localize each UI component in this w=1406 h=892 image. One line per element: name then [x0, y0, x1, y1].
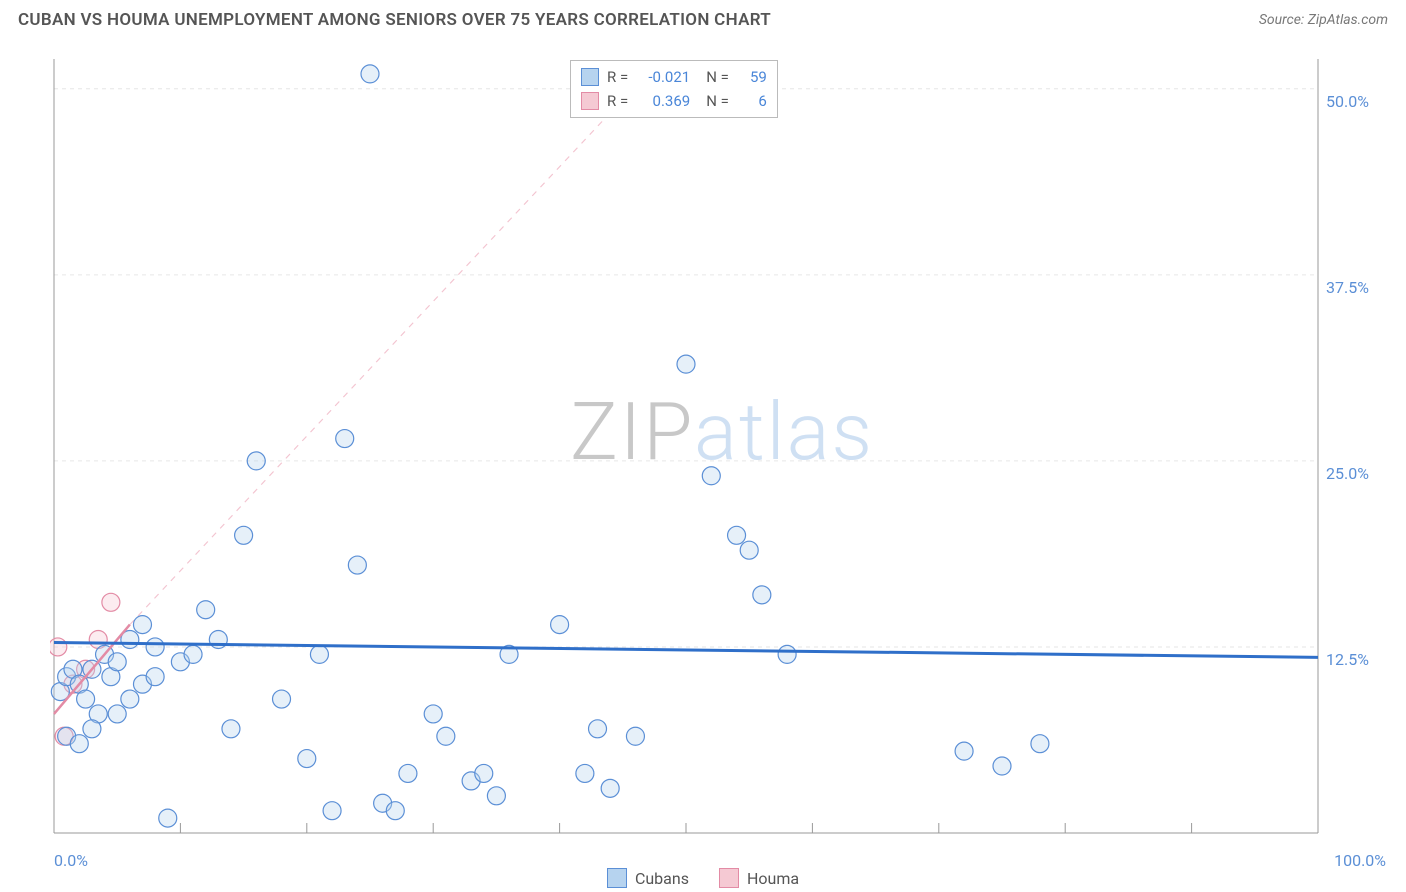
chart-header: CUBAN VS HOUMA UNEMPLOYMENT AMONG SENIOR… — [0, 0, 1406, 36]
legend-item: Cubans — [607, 868, 689, 888]
chart-title: CUBAN VS HOUMA UNEMPLOYMENT AMONG SENIOR… — [18, 10, 771, 30]
chart-source: Source: ZipAtlas.com — [1259, 12, 1388, 28]
legend-swatch-icon — [607, 868, 627, 888]
r-value: 0.369 — [636, 89, 690, 113]
svg-text:12.5%: 12.5% — [1326, 650, 1369, 669]
r-label: R = — [607, 65, 628, 89]
n-label: N = — [706, 65, 729, 89]
source-prefix: Source: — [1259, 12, 1308, 28]
n-label: N = — [706, 89, 729, 113]
legend-label: Houma — [747, 869, 799, 888]
correlation-stats-box: R = -0.021 N = 59 R = 0.369 N = 6 — [570, 60, 778, 118]
stats-row: R = -0.021 N = 59 — [581, 65, 767, 89]
source-name: ZipAtlas.com — [1308, 12, 1388, 28]
svg-text:50.0%: 50.0% — [1326, 92, 1369, 111]
r-value: -0.021 — [636, 65, 690, 89]
chart-area: 12.5%25.0%37.5%50.0% ZIPatlas R =-0.021N… — [50, 55, 1388, 837]
svg-text:37.5%: 37.5% — [1326, 278, 1369, 297]
stats-row: R = 0.369 N = 6 — [581, 89, 767, 113]
legend-label: Cubans — [635, 869, 689, 888]
r-label: R = — [607, 89, 628, 113]
n-value: 6 — [737, 89, 767, 113]
n-value: 59 — [737, 65, 767, 89]
series-legend: Cubans Houma — [0, 868, 1406, 888]
legend-swatch-icon — [719, 868, 739, 888]
svg-text:25.0%: 25.0% — [1326, 464, 1369, 483]
stats-swatch-icon — [581, 68, 599, 86]
stats-swatch-icon — [581, 92, 599, 110]
legend-item: Houma — [719, 868, 799, 888]
scatter-plot: 12.5% 25.0% 37.5% 50.0% — [50, 55, 1388, 837]
